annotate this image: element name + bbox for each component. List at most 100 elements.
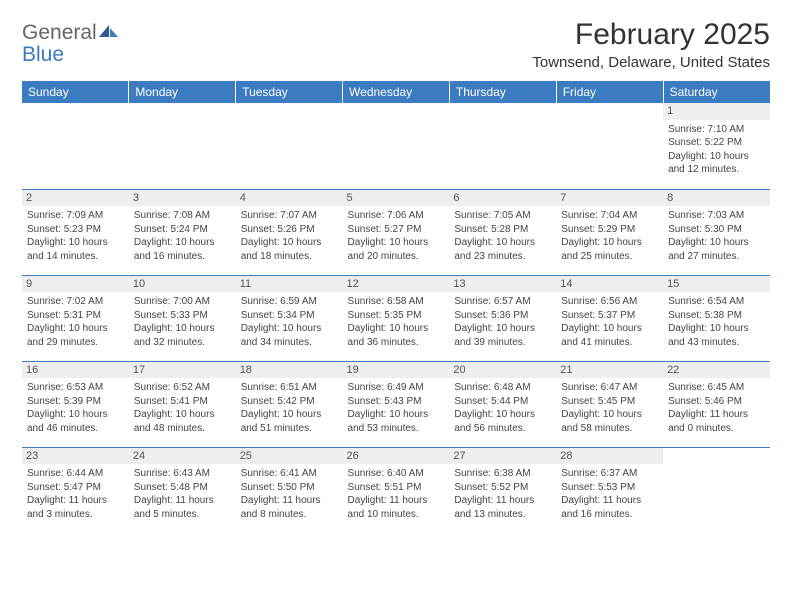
sunrise-line: Sunrise: 7:03 AM [668, 209, 765, 223]
day-cell: 28Sunrise: 6:37 AMSunset: 5:53 PMDayligh… [556, 447, 663, 533]
sunset-line: Sunset: 5:31 PM [27, 309, 124, 323]
day-number: 16 [22, 362, 129, 379]
sunrise-line: Sunrise: 6:44 AM [27, 467, 124, 481]
day-number: 23 [22, 448, 129, 465]
day-cell: 6Sunrise: 7:05 AMSunset: 5:28 PMDaylight… [449, 189, 556, 275]
sunset-line: Sunset: 5:26 PM [241, 223, 338, 237]
sunrise-line: Sunrise: 7:07 AM [241, 209, 338, 223]
day-cell [343, 103, 450, 189]
sunrise-line: Sunrise: 6:54 AM [668, 295, 765, 309]
daylight-line: Daylight: 11 hours [241, 494, 338, 508]
week-row: 1Sunrise: 7:10 AMSunset: 5:22 PMDaylight… [22, 103, 770, 189]
sunrise-line: Sunrise: 7:10 AM [668, 123, 765, 137]
daylight-line: and 32 minutes. [134, 336, 231, 350]
daylight-line: Daylight: 10 hours [27, 322, 124, 336]
day-cell: 1Sunrise: 7:10 AMSunset: 5:22 PMDaylight… [663, 103, 770, 189]
day-number: 21 [556, 362, 663, 379]
daylight-line: Daylight: 10 hours [241, 408, 338, 422]
day-number: 26 [343, 448, 450, 465]
logo-text-block: General Blue [22, 22, 119, 66]
daylight-line: and 0 minutes. [668, 422, 765, 436]
daylight-line: and 36 minutes. [348, 336, 445, 350]
sunset-line: Sunset: 5:50 PM [241, 481, 338, 495]
day-cell: 27Sunrise: 6:38 AMSunset: 5:52 PMDayligh… [449, 447, 556, 533]
daylight-line: and 29 minutes. [27, 336, 124, 350]
day-number: 10 [129, 276, 236, 293]
week-row: 2Sunrise: 7:09 AMSunset: 5:23 PMDaylight… [22, 189, 770, 275]
daylight-line: Daylight: 10 hours [27, 236, 124, 250]
sunrise-line: Sunrise: 6:43 AM [134, 467, 231, 481]
sunset-line: Sunset: 5:22 PM [668, 136, 765, 150]
daylight-line: Daylight: 10 hours [241, 236, 338, 250]
sunrise-line: Sunrise: 6:57 AM [454, 295, 551, 309]
day-number: 28 [556, 448, 663, 465]
sunset-line: Sunset: 5:33 PM [134, 309, 231, 323]
sunrise-line: Sunrise: 6:49 AM [348, 381, 445, 395]
day-cell: 10Sunrise: 7:00 AMSunset: 5:33 PMDayligh… [129, 275, 236, 361]
sunset-line: Sunset: 5:48 PM [134, 481, 231, 495]
weekday-saturday: Saturday [663, 81, 770, 103]
sunset-line: Sunset: 5:39 PM [27, 395, 124, 409]
day-cell [556, 103, 663, 189]
daylight-line: and 16 minutes. [134, 250, 231, 264]
daylight-line: Daylight: 10 hours [348, 236, 445, 250]
daylight-line: and 34 minutes. [241, 336, 338, 350]
daylight-line: and 48 minutes. [134, 422, 231, 436]
weekday-wednesday: Wednesday [343, 81, 450, 103]
day-number: 4 [236, 190, 343, 207]
day-cell: 7Sunrise: 7:04 AMSunset: 5:29 PMDaylight… [556, 189, 663, 275]
daylight-line: and 27 minutes. [668, 250, 765, 264]
daylight-line: Daylight: 10 hours [134, 408, 231, 422]
day-cell: 8Sunrise: 7:03 AMSunset: 5:30 PMDaylight… [663, 189, 770, 275]
daylight-line: and 20 minutes. [348, 250, 445, 264]
sunrise-line: Sunrise: 7:09 AM [27, 209, 124, 223]
day-cell: 17Sunrise: 6:52 AMSunset: 5:41 PMDayligh… [129, 361, 236, 447]
day-cell: 15Sunrise: 6:54 AMSunset: 5:38 PMDayligh… [663, 275, 770, 361]
sunset-line: Sunset: 5:52 PM [454, 481, 551, 495]
sunset-line: Sunset: 5:53 PM [561, 481, 658, 495]
sunrise-line: Sunrise: 6:56 AM [561, 295, 658, 309]
day-number: 9 [22, 276, 129, 293]
daylight-line: Daylight: 10 hours [668, 150, 765, 164]
title-block: February 2025 Townsend, Delaware, United… [532, 18, 770, 71]
sunrise-line: Sunrise: 6:37 AM [561, 467, 658, 481]
logo-general: General [22, 21, 97, 44]
daylight-line: Daylight: 11 hours [454, 494, 551, 508]
logo: General Blue [22, 18, 119, 66]
daylight-line: and 23 minutes. [454, 250, 551, 264]
day-cell: 14Sunrise: 6:56 AMSunset: 5:37 PMDayligh… [556, 275, 663, 361]
day-cell: 4 Sunrise: 7:07 AMSunset: 5:26 PMDaylight… [236, 189, 343, 275]
day-cell: 9Sunrise: 7:02 AMSunset: 5:31 PMDaylight… [22, 275, 129, 361]
sunset-line: Sunset: 5:30 PM [668, 223, 765, 237]
sunset-line: Sunset: 5:43 PM [348, 395, 445, 409]
sunset-line: Sunset: 5:47 PM [27, 481, 124, 495]
sunrise-line: Sunrise: 7:00 AM [134, 295, 231, 309]
sunrise-line: Sunrise: 7:04 AM [561, 209, 658, 223]
header: General Blue February 2025 Townsend, Del… [22, 18, 770, 71]
day-number: 7 [556, 190, 663, 207]
week-row: 9Sunrise: 7:02 AMSunset: 5:31 PMDaylight… [22, 275, 770, 361]
day-cell: 24Sunrise: 6:43 AMSunset: 5:48 PMDayligh… [129, 447, 236, 533]
day-number: 15 [663, 276, 770, 293]
daylight-line: Daylight: 10 hours [561, 236, 658, 250]
sunrise-line: Sunrise: 6:59 AM [241, 295, 338, 309]
daylight-line: Daylight: 11 hours [348, 494, 445, 508]
daylight-line: Daylight: 10 hours [668, 322, 765, 336]
day-cell: 26Sunrise: 6:40 AMSunset: 5:51 PMDayligh… [343, 447, 450, 533]
daylight-line: and 43 minutes. [668, 336, 765, 350]
day-cell: 22Sunrise: 6:45 AMSunset: 5:46 PMDayligh… [663, 361, 770, 447]
sunrise-line: Sunrise: 6:41 AM [241, 467, 338, 481]
daylight-line: Daylight: 10 hours [348, 322, 445, 336]
daylight-line: and 10 minutes. [348, 508, 445, 522]
sunrise-line: Sunrise: 7:05 AM [454, 209, 551, 223]
calendar-body: 1Sunrise: 7:10 AMSunset: 5:22 PMDaylight… [22, 103, 770, 533]
sunset-line: Sunset: 5:34 PM [241, 309, 338, 323]
sunset-line: Sunset: 5:51 PM [348, 481, 445, 495]
sunrise-line: Sunrise: 6:47 AM [561, 381, 658, 395]
daylight-line: Daylight: 10 hours [241, 322, 338, 336]
daylight-line: and 56 minutes. [454, 422, 551, 436]
month-title: February 2025 [532, 18, 770, 52]
sunset-line: Sunset: 5:45 PM [561, 395, 658, 409]
logo-blue: Blue [22, 43, 64, 66]
daylight-line: Daylight: 10 hours [668, 236, 765, 250]
